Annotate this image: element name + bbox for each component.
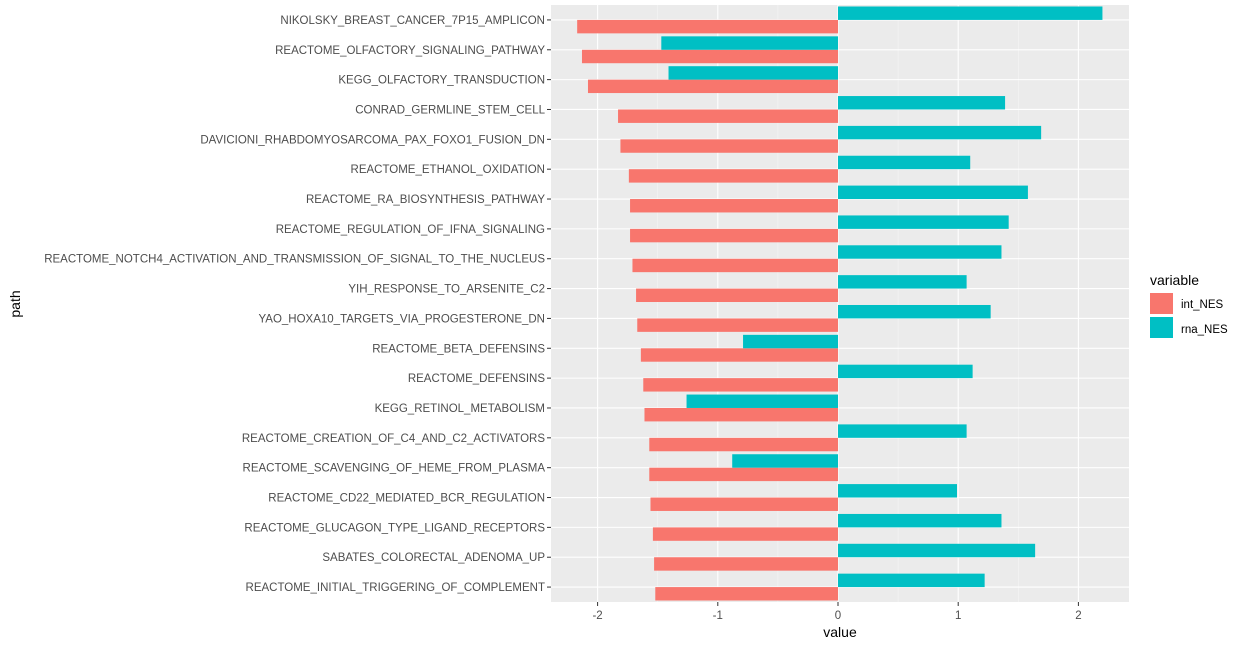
bar-int-nes [628,169,838,183]
bar-int-nes [652,527,838,541]
bar-rna-nes [686,394,838,408]
bar-rna-nes [838,543,1036,558]
bar-rna-nes [743,334,838,349]
legend-label-int-nes: int_NES [1181,299,1224,311]
bar-rna-nes [732,454,838,468]
x-tick-label: 2 [1075,610,1081,622]
bar-int-nes [654,557,838,571]
y-tick-label: REACTOME_INITIAL_TRIGGERING_OF_COMPLEMEN… [246,582,545,594]
bar-int-nes [650,497,838,511]
bar-rna-nes [838,573,985,588]
bar-rna-nes [838,215,1009,229]
bar-rna-nes [838,155,971,170]
bar-rna-nes [838,424,967,438]
y-tick-label: REACTOME_GLUCAGON_TYPE_LIGAND_RECEPTORS [244,522,545,534]
y-tick-label: YIH_RESPONSE_TO_ARSENITE_C2 [348,284,545,296]
bar-rna-nes [668,66,838,80]
legend: variable int_NES rna_NES [1150,272,1228,338]
y-tick-label: REACTOME_CREATION_OF_C4_AND_C2_ACTIVATOR… [242,433,545,445]
bar-rna-nes [838,245,1002,259]
legend-label-rna-nes: rna_NES [1181,324,1228,336]
y-tick-label: NIKOLSKY_BREAST_CANCER_7P15_AMPLICON [280,15,545,27]
y-tick-label: REACTOME_RA_BIOSYNTHESIS_PATHWAY [306,194,545,206]
y-tick-label: REACTOME_ETHANOL_OXIDATION [351,164,545,176]
y-tick-label: YAO_HOXA10_TARGETS_VIA_PROGESTERONE_DN [258,313,545,325]
bars [577,6,1103,601]
bar-int-nes [620,139,838,153]
legend-title: variable [1150,272,1199,288]
bar-int-nes [649,437,838,452]
x-axis-title: value [823,624,857,640]
y-axis-ticks: NIKOLSKY_BREAST_CANCER_7P15_AMPLICON REAC… [44,15,551,594]
y-tick-label: REACTOME_BETA_DEFENSINS [372,343,545,355]
bar-rna-nes [838,96,1006,110]
bar-int-nes [630,228,838,243]
bar-int-nes [618,109,838,123]
x-tick-label: -2 [592,610,602,622]
bar-rna-nes [838,275,967,289]
panel-background [551,5,1129,602]
x-tick-label: 0 [835,610,841,622]
bar-int-nes [637,318,838,332]
bar-int-nes [655,587,838,601]
bar-int-nes [632,258,838,273]
bar-rna-nes [838,6,1103,20]
bar-int-nes [630,199,838,213]
bar-int-nes [643,378,838,392]
legend-key-int-nes [1150,293,1173,314]
bar-rna-nes [661,36,838,50]
legend-key-rna-nes [1150,317,1173,338]
x-tick-label: -1 [713,610,723,622]
y-tick-label: KEGG_RETINOL_METABOLISM [375,403,545,415]
x-tick-label: 1 [955,610,961,622]
bar-rna-nes [838,125,1042,140]
bar-int-nes [636,288,838,303]
y-tick-label: REACTOME_NOTCH4_ACTIVATION_AND_TRANSMISS… [44,254,545,266]
y-axis-title: path [7,290,23,317]
y-tick-label: REACTOME_CD22_MEDIATED_BCR_REGULATION [268,493,545,505]
y-tick-label: REACTOME_OLFACTORY_SIGNALING_PATHWAY [275,45,545,57]
y-tick-label: REACTOME_DEFENSINS [408,373,546,385]
y-tick-label: KEGG_OLFACTORY_TRANSDUCTION [338,75,545,87]
bar-rna-nes [838,513,1002,528]
bar-int-nes [581,49,838,64]
y-tick-label: REACTOME_SCAVENGING_OF_HEME_FROM_PLASMA [243,463,546,475]
y-tick-label: DAVICIONI_RHABDOMYOSARCOMA_PAX_FOXO1_FUS… [200,134,545,146]
bar-int-nes [640,348,838,362]
bar-rna-nes [838,364,973,379]
bar-rna-nes [838,185,1028,200]
bar-rna-nes [838,304,991,319]
y-tick-label: REACTOME_REGULATION_OF_IFNA_SIGNALING [276,224,545,236]
bar-int-nes [649,467,838,482]
bar-int-nes [577,19,838,34]
bar-int-nes [644,407,838,422]
bar-rna-nes [838,484,957,498]
y-tick-label: CONRAD_GERMLINE_STEM_CELL [355,104,545,116]
y-tick-label: SABATES_COLORECTAL_ADENOMA_UP [322,552,545,564]
bar-int-nes [587,79,838,94]
x-axis-ticks: -2 -1 0 1 2 [592,602,1082,622]
